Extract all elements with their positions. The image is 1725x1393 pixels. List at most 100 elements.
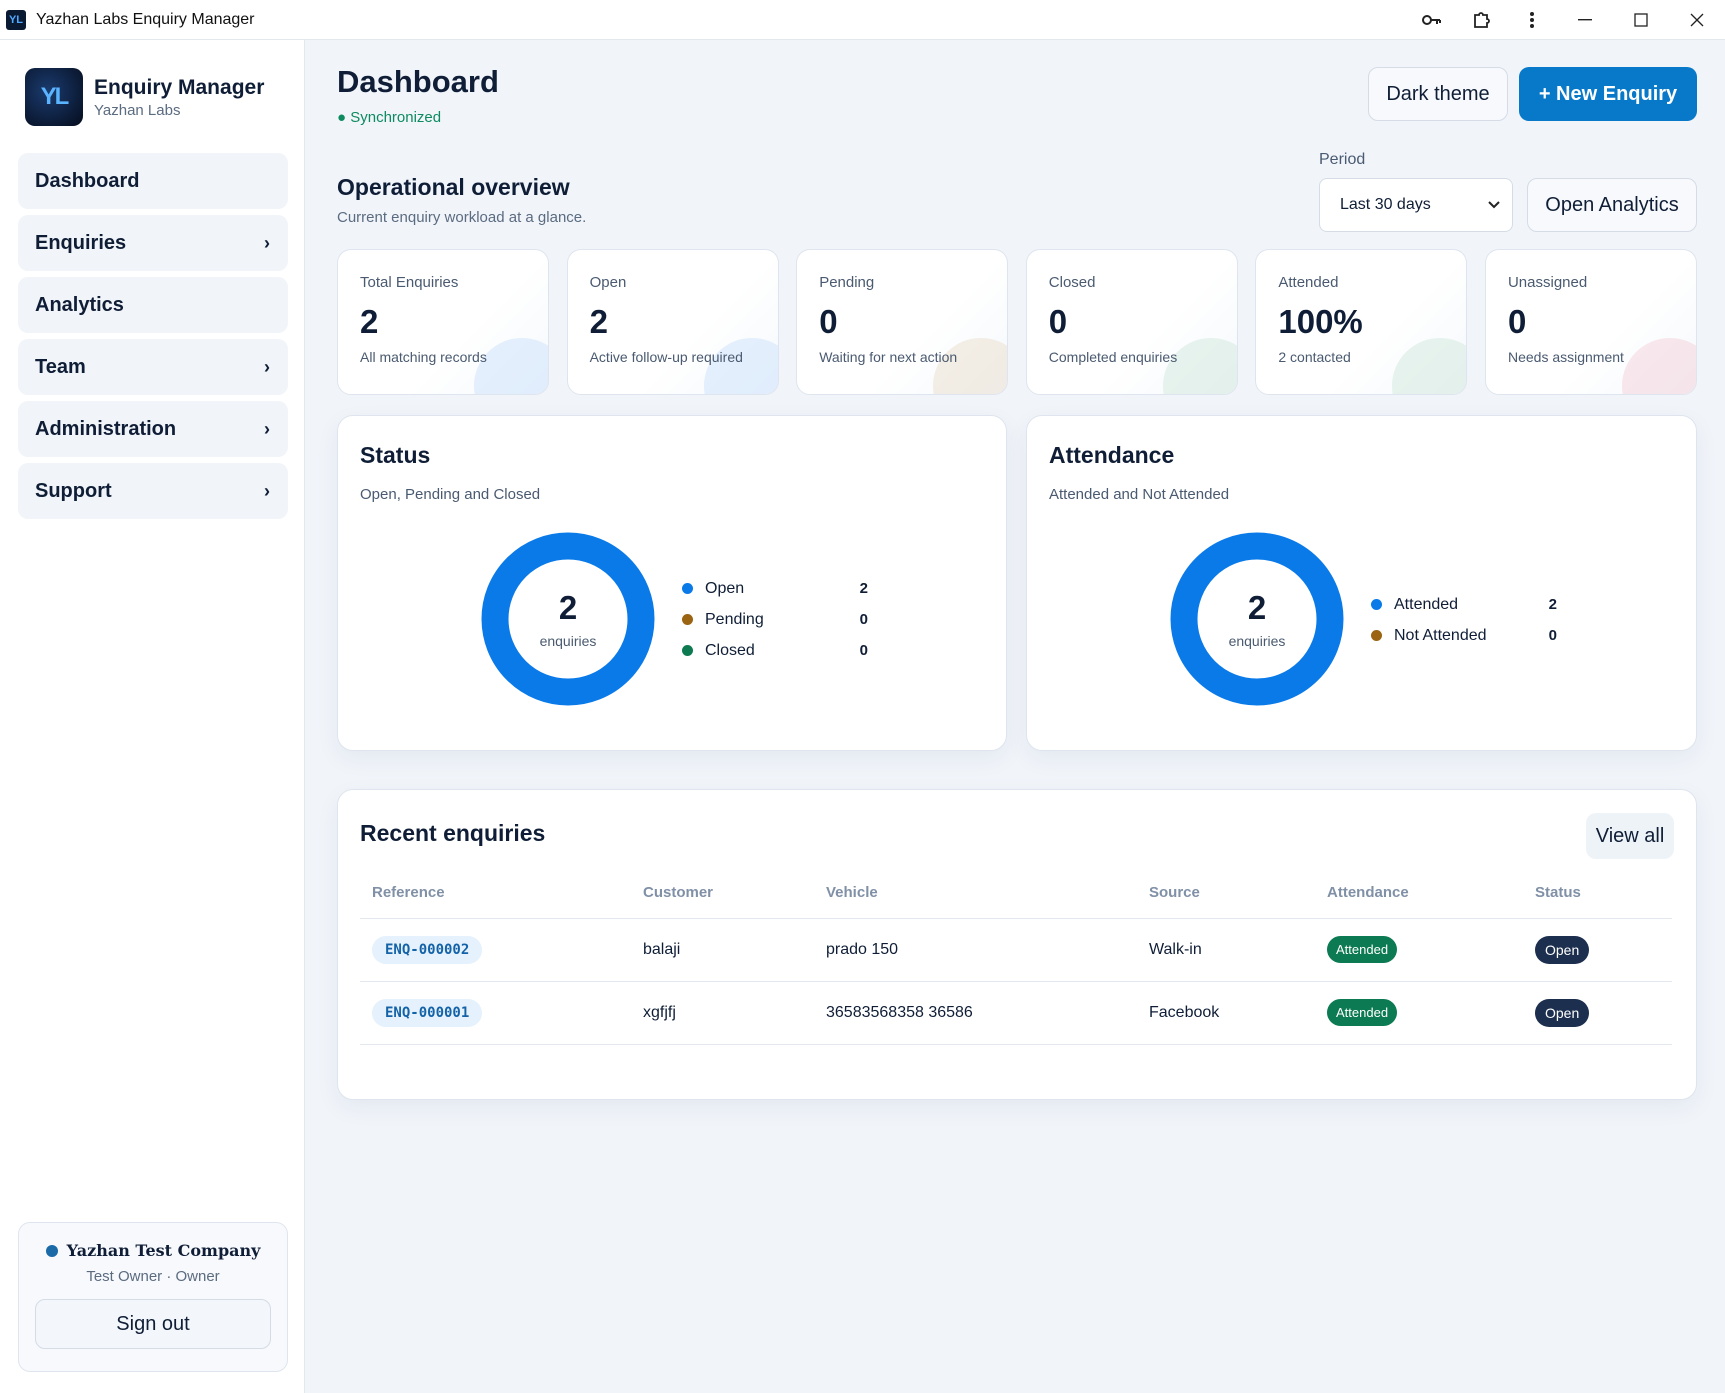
legend-swatch: [682, 583, 693, 594]
stat-label: Closed: [1048, 274, 1096, 291]
brand-subtitle: Yazhan Labs: [94, 101, 181, 119]
new-enquiry-button[interactable]: + New Enquiry: [1519, 67, 1697, 121]
table-header-row: Reference Customer Vehicle Source Attend…: [360, 868, 1672, 919]
sidebar-item-label: Dashboard: [35, 169, 140, 192]
stat-value: 2: [589, 303, 608, 340]
status-dot-icon: [45, 1244, 58, 1257]
customer-cell: balaji: [631, 918, 814, 982]
column-header-customer[interactable]: Customer: [631, 868, 814, 919]
minimize-icon[interactable]: [1557, 0, 1613, 40]
chevron-right-icon: ›: [264, 480, 270, 501]
legend-count: 2: [1548, 596, 1557, 613]
stat-value: 2: [360, 303, 379, 340]
source-cell: Walk-in: [1137, 918, 1315, 982]
decorative-circle: [703, 338, 778, 394]
page-title: Dashboard: [337, 64, 499, 99]
close-icon[interactable]: [1669, 0, 1725, 40]
kebab-menu-icon[interactable]: [1507, 0, 1557, 40]
sidebar: YL Enquiry Manager Yazhan Labs Dashboard…: [0, 40, 305, 1393]
stat-description: Completed enquiries: [1048, 349, 1178, 365]
stat-card-attended[interactable]: Attended 100% 2 contacted: [1255, 249, 1468, 395]
attendance-unit: enquiries: [1228, 633, 1286, 649]
open-analytics-button[interactable]: Open Analytics: [1527, 178, 1697, 232]
legend-label: Not Attended: [1394, 626, 1487, 644]
status-card-subtitle: Open, Pending and Closed: [360, 486, 541, 503]
chevron-right-icon: ›: [264, 356, 270, 377]
table-row[interactable]: ENQ-000002 balaji prado 150 Walk-in Atte…: [360, 918, 1672, 982]
decorative-circle: [1621, 338, 1696, 394]
attendance-card-subtitle: Attended and Not Attended: [1049, 486, 1230, 503]
column-header-status[interactable]: Status: [1523, 868, 1672, 919]
column-header-reference[interactable]: Reference: [360, 868, 631, 919]
view-all-button[interactable]: View all: [1586, 813, 1674, 859]
maximize-icon[interactable]: [1613, 0, 1669, 40]
sidebar-item-label: Administration: [35, 417, 177, 440]
stat-value: 100%: [1278, 303, 1363, 340]
reference-link[interactable]: ENQ-000002: [372, 935, 483, 964]
sidebar-item-analytics[interactable]: Analytics: [18, 277, 288, 333]
stat-card-open[interactable]: Open 2 Active follow-up required: [566, 249, 779, 395]
attendance-donut-chart: 2 enquiries: [1170, 532, 1344, 706]
stat-label: Unassigned: [1507, 274, 1588, 291]
status-card: Status Open, Pending and Closed 2 enquir…: [337, 415, 1007, 751]
column-header-source[interactable]: Source: [1137, 868, 1315, 919]
legend-count: 0: [859, 642, 868, 659]
sidebar-item-label: Support: [35, 479, 112, 502]
sidebar-item-administration[interactable]: Administration ›: [18, 401, 288, 457]
vehicle-cell: 36583568358 36586: [814, 981, 1137, 1045]
sidebar-item-dashboard[interactable]: Dashboard: [18, 153, 288, 209]
puzzle-icon[interactable]: [1457, 0, 1507, 40]
legend-label: Pending: [705, 610, 764, 628]
column-header-vehicle[interactable]: Vehicle: [814, 868, 1137, 919]
key-icon[interactable]: [1407, 0, 1457, 40]
stat-card-pending[interactable]: Pending 0 Waiting for next action: [796, 249, 1009, 395]
dark-theme-button[interactable]: Dark theme: [1368, 67, 1508, 121]
company-name: Yazhan Test Company: [19, 1241, 287, 1260]
stat-cards: Total Enquiries 2 All matching records Open…: [337, 249, 1697, 395]
overview-title: Operational overview: [337, 174, 570, 200]
stat-label: Attended: [1278, 274, 1339, 291]
stat-description: Active follow-up required: [589, 349, 743, 365]
stat-card-closed[interactable]: Closed 0 Completed enquiries: [1025, 249, 1238, 395]
reference-link[interactable]: ENQ-000001: [372, 998, 483, 1027]
decorative-circle: [1392, 338, 1467, 394]
attendance-badge: Attended: [1327, 936, 1398, 963]
overview-subtitle: Current enquiry workload at a glance.: [337, 209, 587, 226]
stat-card-total-enquiries[interactable]: Total Enquiries 2 All matching records: [337, 249, 549, 395]
legend-swatch: [1371, 599, 1382, 610]
attendance-badge: Attended: [1327, 999, 1398, 1026]
column-header-attendance[interactable]: Attendance: [1315, 868, 1523, 919]
legend-item-open: Open 2: [682, 573, 868, 604]
legend-count: 0: [1548, 627, 1557, 644]
sidebar-item-support[interactable]: Support ›: [18, 463, 288, 519]
sidebar-item-team[interactable]: Team ›: [18, 339, 288, 395]
decorative-circle: [933, 338, 1008, 394]
stat-label: Total Enquiries: [360, 274, 459, 291]
stat-value: 0: [1507, 303, 1527, 340]
status-badge: Open: [1535, 935, 1590, 964]
decorative-circle: [1162, 338, 1237, 394]
period-select[interactable]: Last 30 days: [1319, 178, 1513, 232]
sign-out-button[interactable]: Sign out: [35, 1299, 271, 1349]
attendance-total: 2: [1247, 589, 1267, 626]
sidebar-item-enquiries[interactable]: Enquiries ›: [18, 215, 288, 271]
recent-enquiries-title: Recent enquiries: [360, 820, 546, 846]
brand-name: Enquiry Manager: [94, 75, 265, 99]
source-cell: Facebook: [1137, 981, 1315, 1045]
attendance-donut-ring: [1170, 532, 1344, 706]
legend-swatch: [1371, 630, 1382, 641]
customer-cell: xgfjfj: [631, 981, 814, 1045]
main-content: Dashboard ● Synchronized Dark theme + Ne…: [305, 40, 1725, 1393]
app-icon: YL: [6, 9, 26, 30]
sidebar-item-label: Team: [35, 355, 86, 378]
stat-description: 2 contacted: [1278, 349, 1351, 365]
stat-value: 0: [1048, 303, 1068, 340]
status-unit: enquiries: [539, 633, 597, 649]
window-title: Yazhan Labs Enquiry Manager: [36, 10, 255, 28]
table-row[interactable]: ENQ-000001 xgfjfj 36583568358 36586 Face…: [360, 981, 1672, 1045]
stat-card-unassigned[interactable]: Unassigned 0 Needs assignment: [1484, 249, 1697, 395]
decorative-circle: [474, 338, 548, 394]
company-label: Yazhan Test Company: [66, 1241, 261, 1260]
status-total: 2: [558, 589, 578, 626]
recent-enquiries-card: Recent enquiries View all Reference Cust…: [337, 789, 1697, 1100]
